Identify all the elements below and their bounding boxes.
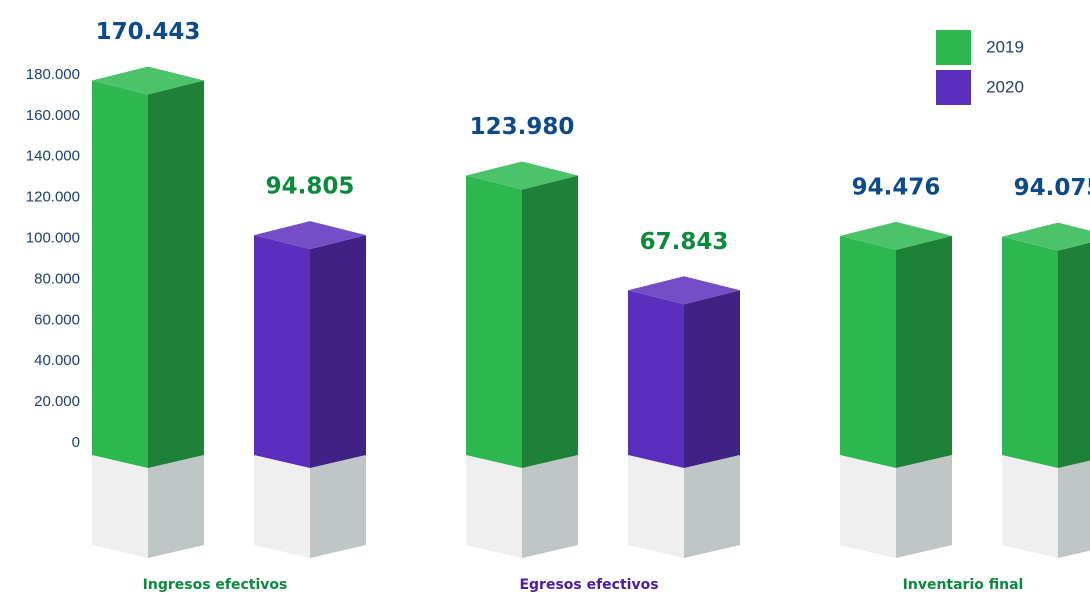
- pedestal: [1002, 455, 1058, 558]
- value-label: 94.805: [266, 174, 355, 200]
- bar-top: [840, 221, 952, 250]
- category-label: Egresos efectivos: [519, 577, 658, 593]
- bar-top: [1002, 222, 1090, 251]
- y-tick-label: 180.000: [26, 66, 80, 83]
- bar-top: [92, 66, 204, 95]
- y-tick-label: 20.000: [34, 393, 80, 410]
- bar-side: [310, 235, 366, 468]
- pedestal: [466, 455, 522, 558]
- legend-label: 2020: [986, 77, 1024, 96]
- value-label: 67.843: [640, 229, 729, 255]
- y-tick-label: 60.000: [34, 311, 80, 328]
- bar: [466, 175, 522, 468]
- category-label: Ingresos efectivos: [143, 577, 288, 593]
- category-label: Inventario final: [903, 577, 1024, 593]
- value-label: 170.443: [96, 19, 201, 45]
- pedestal: [628, 455, 684, 558]
- value-label: 94.075: [1014, 175, 1090, 201]
- y-tick-label: 140.000: [26, 148, 80, 165]
- legend-swatch: [936, 70, 971, 105]
- y-tick-label: 120.000: [26, 189, 80, 206]
- pedestal: [254, 455, 310, 558]
- y-tick-label: 80.000: [34, 270, 80, 287]
- legend-swatch: [936, 30, 971, 65]
- bar: [840, 235, 896, 468]
- bar-top: [466, 161, 578, 190]
- value-label: 123.980: [470, 114, 575, 140]
- bar: [1002, 236, 1058, 468]
- bar: [628, 290, 684, 468]
- pedestal: [92, 455, 148, 558]
- value-label: 94.476: [852, 174, 941, 200]
- bar: [254, 235, 310, 468]
- bar-side: [684, 290, 740, 468]
- bar-top: [628, 276, 740, 305]
- y-tick-label: 40.000: [34, 352, 80, 369]
- pedestal: [148, 455, 204, 558]
- bar-side: [1058, 242, 1090, 468]
- bar: [92, 80, 148, 468]
- y-tick-label: 0: [72, 434, 80, 451]
- legend-label: 2019: [986, 37, 1024, 56]
- pedestal: [840, 455, 896, 558]
- pedestal: [522, 455, 578, 558]
- pedestal: [1058, 460, 1090, 558]
- bar-top: [254, 221, 366, 250]
- bar-side: [896, 235, 952, 468]
- pedestal: [310, 455, 366, 558]
- bar-side: [522, 175, 578, 468]
- pedestal: [684, 455, 740, 558]
- pedestal: [896, 455, 952, 558]
- y-tick-label: 100.000: [26, 230, 80, 247]
- bar-side: [148, 80, 204, 468]
- y-tick-label: 160.000: [26, 107, 80, 124]
